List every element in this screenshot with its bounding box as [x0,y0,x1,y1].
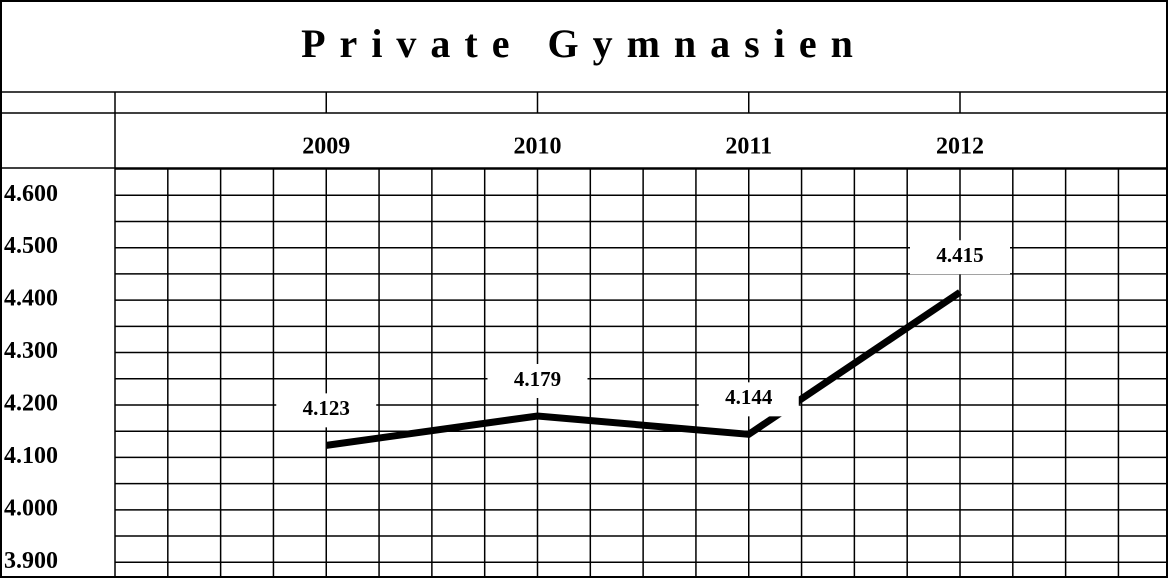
y-tick-label: 4.200 [4,390,58,416]
data-label: 4.415 [936,243,983,267]
label-cell [487,363,588,398]
data-label: 4.123 [303,396,350,420]
y-tick-label: 4.500 [4,233,58,259]
y-tick-label: 4.300 [4,338,58,364]
data-label: 4.144 [725,385,773,409]
x-tick-label: 2009 [302,134,350,160]
label-cell [910,240,1010,275]
label-cell [276,393,377,428]
y-tick-label: 3.900 [4,548,58,574]
label-cell [698,382,799,417]
y-tick-label: 4.400 [4,286,58,312]
x-tick-label: 2011 [725,134,772,160]
x-tick-label: 2010 [514,134,562,160]
line [325,289,962,449]
data-label: 4.179 [514,367,561,391]
y-tick-label: 4.600 [4,181,58,207]
x-tick-label: 2012 [936,134,984,160]
y-tick-label: 4.100 [4,443,58,469]
chart-title: Private Gymnasien [301,21,867,66]
y-tick-label: 4.000 [4,495,58,521]
